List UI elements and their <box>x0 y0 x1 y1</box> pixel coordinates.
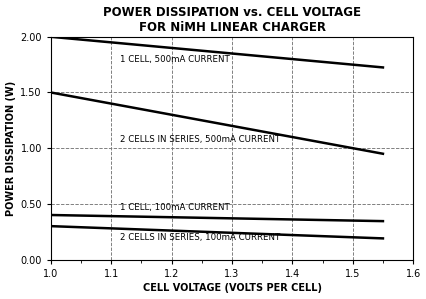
Text: 2 CELLS IN SERIES, 500mA CURRENT: 2 CELLS IN SERIES, 500mA CURRENT <box>120 135 280 144</box>
X-axis label: CELL VOLTAGE (VOLTS PER CELL): CELL VOLTAGE (VOLTS PER CELL) <box>142 283 321 293</box>
Text: 1 CELL, 100mA CURRENT: 1 CELL, 100mA CURRENT <box>120 203 230 212</box>
Text: 2 CELLS IN SERIES, 100mA CURRENT: 2 CELLS IN SERIES, 100mA CURRENT <box>120 233 280 242</box>
Title: POWER DISSIPATION vs. CELL VOLTAGE
FOR NiMH LINEAR CHARGER: POWER DISSIPATION vs. CELL VOLTAGE FOR N… <box>103 6 360 34</box>
Text: 1 CELL, 500mA CURRENT: 1 CELL, 500mA CURRENT <box>120 55 230 64</box>
Y-axis label: POWER DISSIPATION (W): POWER DISSIPATION (W) <box>6 80 16 216</box>
